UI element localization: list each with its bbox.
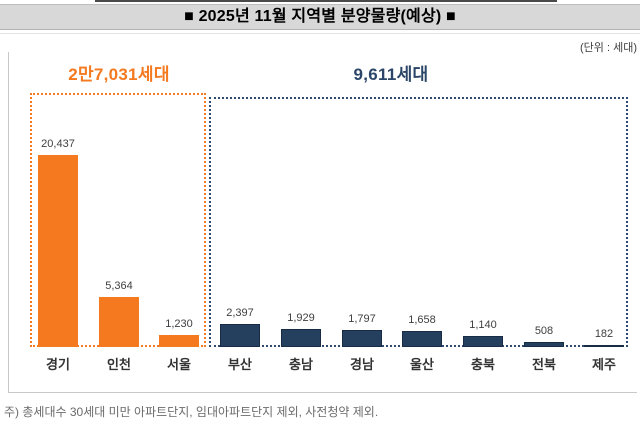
bar [342, 330, 382, 347]
category-label: 충북 [471, 357, 495, 372]
bar-value-label: 182 [594, 328, 614, 340]
category-label: 서울 [167, 357, 191, 372]
category-label: 전북 [532, 357, 556, 372]
regional-group-total-label: 9,611세대 [353, 65, 429, 84]
bar-value-label: 20,437 [41, 138, 75, 150]
bar-value-label: 1,140 [469, 319, 497, 331]
category-label: 경기 [46, 357, 70, 372]
bar-value-label: 1,230 [165, 318, 193, 330]
bar [463, 336, 503, 347]
bar [584, 345, 624, 347]
title-underline-rule [0, 33, 640, 34]
chart-area-frame [8, 52, 637, 393]
bar-value-label: 5,364 [105, 280, 133, 292]
bar-value-label: 1,797 [348, 313, 376, 325]
unit-label: (단위 : 세대) [580, 42, 637, 54]
bar-value-label: 1,658 [408, 314, 436, 326]
top-divider-rule [95, 0, 557, 2]
category-label: 충남 [289, 357, 313, 372]
bar [159, 335, 199, 347]
category-label: 제주 [592, 357, 616, 372]
bar [524, 342, 564, 347]
footnote: 주) 총세대수 30세대 미만 아파트단지, 임대아파트단지 제외, 사전청약 … [4, 405, 379, 419]
chart-title: ■ 2025년 11월 지역별 분양물량(예상) ■ [0, 4, 640, 30]
category-label: 경남 [350, 357, 374, 372]
bar [220, 324, 260, 347]
category-label: 울산 [410, 357, 434, 372]
bar-value-label: 2,397 [226, 307, 254, 319]
bar-value-label: 1,929 [287, 312, 315, 324]
bar-value-label: 508 [534, 325, 554, 337]
bar [402, 331, 442, 347]
bar [99, 297, 139, 347]
bar [281, 329, 321, 347]
bar [38, 155, 78, 347]
category-label: 인천 [107, 357, 131, 372]
capital-group-total-label: 2만7,031세대 [68, 65, 170, 84]
category-label: 부산 [228, 357, 252, 372]
